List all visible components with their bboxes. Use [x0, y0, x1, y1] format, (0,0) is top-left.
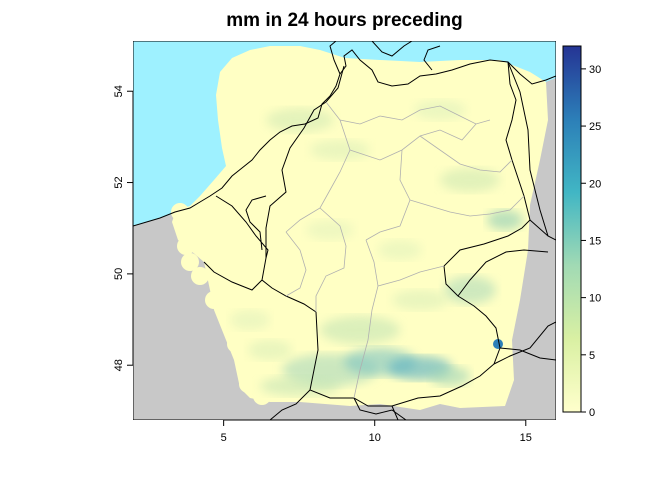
- border-benelux: [203, 195, 269, 291]
- rain-patch: [444, 276, 496, 304]
- coverage-blob: [205, 291, 223, 309]
- coverage-blob: [227, 257, 245, 275]
- x-tick-label: 15: [520, 432, 532, 444]
- colorbar-tick-label: 0: [589, 407, 595, 419]
- colorbar-tick-label: 25: [589, 121, 601, 133]
- coverage-blob: [197, 237, 215, 255]
- coverage-blob: [253, 363, 271, 381]
- rain-patch: [248, 340, 292, 360]
- colorbar-tick-label: 10: [589, 293, 601, 305]
- x-axis: 5 10 15: [221, 419, 532, 444]
- coverage-blob: [235, 291, 253, 309]
- coverage-blob: [253, 387, 271, 405]
- y-axis: 48 50 52 54: [113, 85, 134, 371]
- border-france-swiss: [269, 389, 407, 420]
- x-tick-label: 5: [221, 432, 227, 444]
- rain-patch: [430, 366, 470, 386]
- coverage-blob: [239, 375, 257, 393]
- colorbar-tick-label: 15: [589, 235, 601, 247]
- coastline-north: [133, 49, 556, 227]
- y-tick-label: 54: [113, 85, 125, 97]
- state-boundaries: [285, 101, 525, 399]
- rain-patch: [320, 316, 400, 344]
- map-panel: [133, 41, 556, 420]
- colorbar-ramp: [562, 45, 582, 413]
- rain-patches: [230, 100, 523, 396]
- coverage-blob: [181, 253, 199, 271]
- coverage-blob: [171, 203, 189, 221]
- coastlines-borders: [133, 41, 556, 420]
- colorbar-tick-label: 5: [589, 350, 595, 362]
- rain-patch: [266, 108, 334, 132]
- coverage-blob: [177, 237, 195, 255]
- border-germany: [261, 61, 531, 407]
- coverage-blob: [227, 335, 245, 353]
- border-poland: [507, 61, 549, 237]
- colorbar-ticks: 0 5 10 15 20 25 30: [581, 64, 601, 419]
- coverage-blob: [211, 249, 229, 267]
- precipitation-field: [171, 46, 548, 410]
- heavy-rain-cell: [493, 339, 503, 349]
- rain-patch: [230, 310, 270, 330]
- rain-patch: [310, 140, 370, 160]
- colorbar-tick-label: 20: [589, 178, 601, 190]
- rain-patch: [440, 168, 500, 192]
- coverage-blob: [187, 219, 205, 237]
- y-tick-label: 48: [113, 359, 125, 371]
- colorbar: 0 5 10 15 20 25 30: [562, 45, 601, 419]
- y-tick-label: 52: [113, 176, 125, 188]
- map-title: mm in 24 hours preceding: [226, 10, 463, 31]
- rain-patch: [260, 376, 340, 396]
- coverage-blob: [191, 267, 209, 285]
- rain-patch: [306, 220, 354, 240]
- rain-patch: [378, 240, 422, 260]
- rain-patch: [414, 100, 466, 120]
- coastline-denmark: [329, 41, 441, 75]
- rain-patch: [392, 290, 448, 310]
- x-tick-label: 10: [369, 432, 381, 444]
- colorbar-tick-label: 30: [589, 64, 601, 76]
- border-czech-austria: [457, 219, 556, 365]
- rain-patch: [487, 210, 523, 230]
- y-tick-label: 50: [113, 268, 125, 280]
